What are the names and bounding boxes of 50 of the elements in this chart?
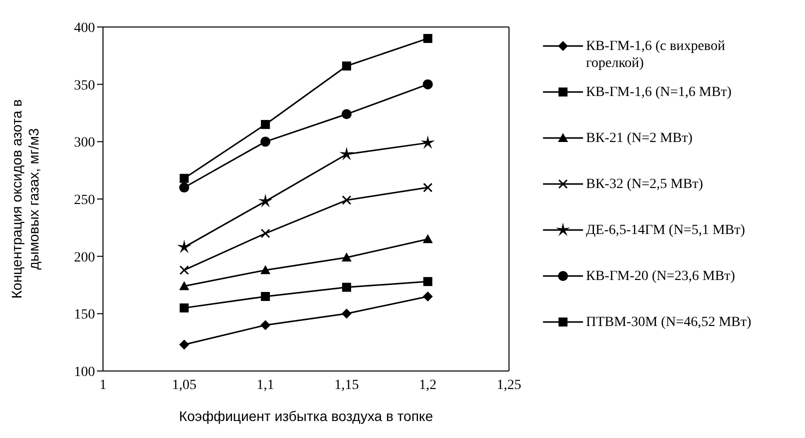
x-tick-label: 1 [100, 378, 106, 393]
point [342, 252, 352, 262]
point [422, 79, 433, 90]
y-tick-label: 300 [74, 136, 95, 151]
point [423, 277, 432, 286]
point [180, 174, 189, 183]
point [420, 135, 435, 149]
point [179, 265, 189, 275]
legend-label: КВ-ГМ-20 (N=23,6 МВт) [586, 268, 736, 285]
point [339, 146, 354, 160]
y-tick-label: 100 [74, 364, 95, 380]
point [179, 281, 190, 290]
point [342, 308, 352, 319]
point [423, 182, 433, 192]
point [422, 234, 433, 244]
point [258, 194, 273, 208]
y-tick-label: 150 [74, 308, 95, 323]
point [260, 136, 270, 147]
y-tick-label: 200 [74, 250, 95, 266]
point [180, 303, 189, 312]
y-tick-label: 350 [74, 78, 95, 94]
point [177, 240, 192, 254]
legend-label: ВК-21 (N=2 МВт) [586, 130, 694, 147]
y-tick-label: 400 [74, 20, 95, 36]
legend-label: ВК-32 (N=2,5 МВт) [586, 176, 704, 193]
x-tick-label: 1,25 [496, 378, 522, 393]
point [179, 340, 190, 350]
legend-label: ПТВМ-30М (N=46,52 МВт) [586, 314, 752, 331]
legend-label: КВ-ГМ-1,6 (с вихревой горелкой) [586, 38, 726, 72]
point [260, 120, 270, 129]
x-axis-title: Коэффициент избытка воздуха в топке [178, 408, 434, 424]
y-axis-title: Концентрация оксидов азота в дымовых газах, мг/м3 [8, 99, 42, 299]
point [423, 34, 432, 43]
point [342, 109, 352, 120]
x-tick-label: 1,1 [256, 378, 274, 393]
y-tick-label: 250 [74, 192, 95, 208]
point [260, 228, 270, 238]
legend-label: КВ-ГМ-1,6 (N=1,6 МВт) [586, 84, 733, 101]
x-tick-label: 1,05 [172, 378, 196, 393]
point [342, 195, 352, 205]
point [260, 320, 270, 330]
legend-label: ДЕ-6,5-14ГМ (N=5,1 МВт) [586, 222, 746, 239]
point [422, 291, 433, 302]
point [342, 282, 352, 292]
point [179, 182, 190, 193]
x-tick-label: 1,2 [419, 378, 437, 393]
point [342, 61, 352, 70]
point [260, 265, 270, 274]
point [260, 292, 270, 301]
x-tick-label: 1,15 [334, 378, 359, 393]
